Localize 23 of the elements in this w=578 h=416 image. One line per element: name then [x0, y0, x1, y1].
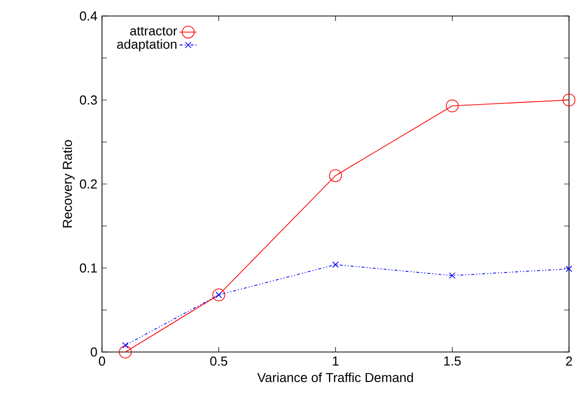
y-tick-label: 0.4 — [80, 11, 98, 21]
point — [212, 288, 226, 302]
point — [122, 342, 129, 349]
x-tick-label: 0.5 — [210, 356, 228, 366]
y-tick-label: 0 — [90, 347, 97, 357]
point — [118, 346, 132, 358]
y-axis-title: Recovery Ratio — [62, 140, 75, 228]
x-tick-label: 0 — [98, 356, 106, 366]
y-tick-label: 0.3 — [80, 95, 97, 105]
point — [329, 169, 342, 182]
y-tick-label: 0.2 — [80, 179, 97, 189]
point — [566, 266, 572, 272]
legend-label: attractor — [130, 26, 178, 36]
point — [449, 272, 456, 279]
point — [332, 261, 339, 268]
x-axis-title: Variance of Traffic Demand — [257, 372, 413, 382]
point — [562, 94, 576, 106]
x-tick-label: 2 — [566, 356, 572, 366]
x-tick-label: 1 — [332, 356, 338, 366]
legend-label: adaptation — [117, 39, 176, 52]
point — [446, 99, 459, 112]
y-tick-label: 0.1 — [80, 263, 97, 273]
x-tick-label: 1.5 — [444, 356, 461, 366]
